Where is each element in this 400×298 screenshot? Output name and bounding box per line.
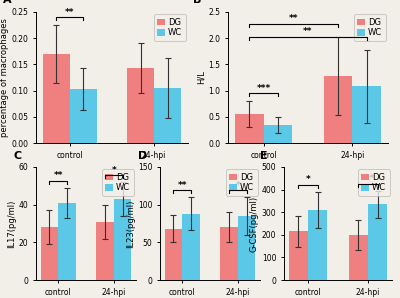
Bar — [324, 76, 352, 143]
Text: *: * — [235, 181, 240, 190]
Text: ***: *** — [361, 174, 375, 183]
Bar — [352, 86, 381, 143]
Bar — [154, 88, 181, 143]
Legend: DG, WC: DG, WC — [154, 14, 186, 41]
Bar — [220, 227, 238, 280]
Y-axis label: G-CSF(pg/ml): G-CSF(pg/ml) — [250, 195, 259, 252]
Text: E: E — [260, 151, 268, 161]
Bar — [114, 199, 132, 280]
Legend: DG, WC: DG, WC — [358, 169, 390, 196]
Bar — [368, 204, 387, 280]
Legend: DG, WC: DG, WC — [226, 169, 258, 196]
Bar — [96, 222, 114, 280]
Legend: DG, WC: DG, WC — [354, 14, 386, 41]
Text: **: ** — [65, 7, 75, 16]
Y-axis label: H/L: H/L — [196, 71, 206, 84]
Bar — [289, 232, 308, 280]
Text: **: ** — [303, 27, 313, 36]
Bar — [182, 214, 200, 280]
Text: A: A — [2, 0, 11, 5]
Y-axis label: IL17(pg/ml): IL17(pg/ml) — [7, 199, 16, 248]
Text: B: B — [193, 0, 201, 5]
Y-axis label: IL23(pg/ml): IL23(pg/ml) — [126, 199, 135, 248]
Text: **: ** — [289, 14, 298, 23]
Bar — [70, 89, 97, 143]
Text: *: * — [306, 176, 310, 184]
Bar — [127, 68, 154, 143]
Bar — [308, 210, 327, 280]
Text: D: D — [138, 151, 147, 161]
Bar — [40, 227, 58, 280]
Text: ***: *** — [256, 83, 271, 93]
Bar — [58, 203, 76, 280]
Text: C: C — [14, 151, 22, 161]
Bar — [235, 114, 264, 143]
Text: **: ** — [54, 171, 63, 180]
Legend: DG, WC: DG, WC — [102, 169, 134, 196]
Bar — [264, 125, 292, 143]
Y-axis label: percentage of macrophages: percentage of macrophages — [0, 18, 8, 137]
Bar — [43, 54, 70, 143]
Bar — [164, 229, 182, 280]
Bar — [238, 216, 256, 280]
Text: *: * — [111, 166, 116, 175]
Text: **: ** — [178, 181, 187, 190]
Bar — [349, 235, 368, 280]
